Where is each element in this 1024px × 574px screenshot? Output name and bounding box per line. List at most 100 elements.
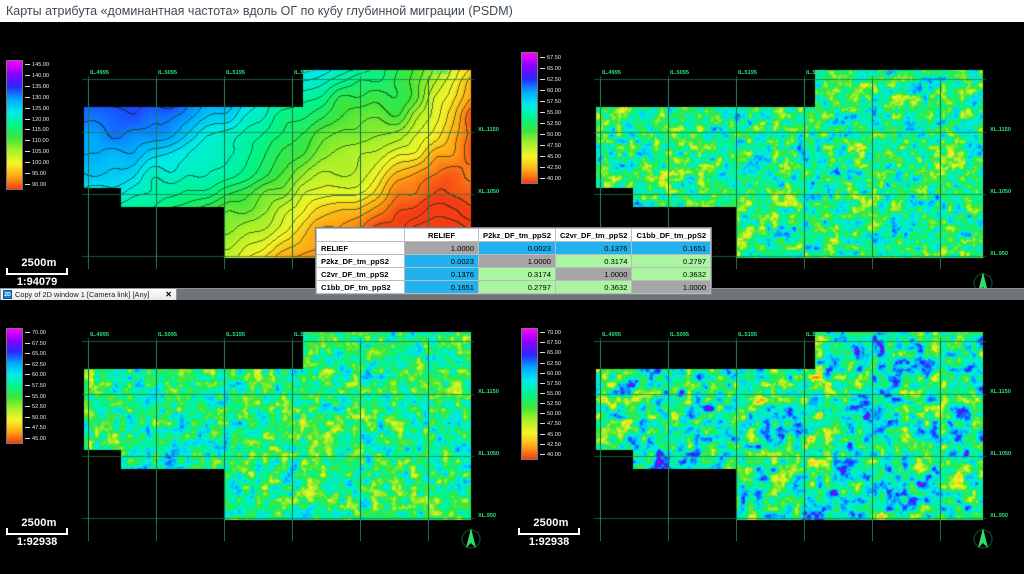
window-title-text: Copy of 2D window 1 [Camera link] [Any] <box>15 290 150 299</box>
colorbar-tick-label: 135.00 <box>25 84 49 90</box>
scalebar-distance: 2500m <box>21 517 57 529</box>
grid-line-vertical <box>360 79 361 269</box>
north-arrow-c2vr <box>460 526 482 557</box>
colorbar-gradient <box>6 60 23 190</box>
north-arrow-icon <box>461 528 481 549</box>
axis-label-inline: IL.5195 <box>226 70 245 76</box>
scalebar-c1bb: 2500m 1:92938 <box>518 517 580 548</box>
colorbar-tick-label: 125.00 <box>25 106 49 112</box>
north-arrow-icon <box>973 272 993 292</box>
colorbar-tick-label: 47.50 <box>540 421 561 427</box>
grid-line-vertical <box>360 341 361 541</box>
table-cell: 1.0000 <box>631 280 712 294</box>
axis-label-inline: IL.5095 <box>670 70 689 76</box>
scalebar-distance: 2500m <box>21 257 57 269</box>
grid-line-vertical <box>736 341 737 541</box>
colorbar-tick-label: 47.50 <box>540 143 561 149</box>
table-row[interactable]: C2vr_DF_tm_ppS2 0.1376 0.3174 1.0000 0.3632 <box>316 267 712 281</box>
map-panel-c2vr[interactable]: Карта вдоль ОГ C2vr(100ms) 70.0067.5065.… <box>0 300 512 574</box>
colorbar-tick-label: 70.00 <box>540 330 561 336</box>
grid-line-vertical <box>668 79 669 269</box>
map-panel-c1bb[interactable]: Карта вдоль ОГ C1bb(100ms) 70.0067.5065.… <box>512 300 1024 574</box>
table-cell: 0.0023 <box>404 254 479 268</box>
colorbar-tick-label: 65.00 <box>540 350 561 356</box>
axis-label-inline: IL.5495 <box>942 332 961 338</box>
axis-label-crossline: XL.1050 <box>478 451 500 457</box>
colorbar-tick-label: 62.50 <box>25 362 46 368</box>
axis-label-inline: IL.5295 <box>806 70 825 76</box>
correlation-matrix-table[interactable]: RELIEF P2kz_DF_tm_ppS2 C2vr_DF_tm_ppS2 C… <box>316 228 712 294</box>
grid-line-vertical <box>156 79 157 269</box>
colorbar-tick-label: 100.00 <box>25 160 49 166</box>
table-row-label: C2vr_DF_tm_ppS2 <box>316 267 405 281</box>
colorbar-gradient <box>6 328 23 444</box>
window-icon-2d: 2D <box>3 290 12 299</box>
table-row[interactable]: C1bb_DF_tm_ppS2 0.1651 0.2797 0.3632 1.0000 <box>316 280 712 294</box>
table-row-label: P2kz_DF_tm_ppS2 <box>316 254 405 268</box>
table-row[interactable]: P2kz_DF_tm_ppS2 0.0023 1.0000 0.3174 0.2797 <box>316 254 712 268</box>
map-panel-relief[interactable]: Карта рельефа дневной поверхности 145.00… <box>0 22 512 292</box>
colorbar-tick-label: 52.50 <box>540 121 561 127</box>
axis-label-crossline: XL.1050 <box>990 451 1012 457</box>
north-arrow-icon <box>973 528 993 549</box>
axis-label-crossline: XL.950 <box>990 513 1009 519</box>
grid-line-vertical <box>668 341 669 541</box>
colorbar-tick-label: 57.50 <box>540 381 561 387</box>
axis-label-crossline: XL.1150 <box>990 389 1011 395</box>
colorbar-ticks: 67.50 65.00 62.50 60.00 57.50 55.00 52.50 50.00… <box>540 52 574 184</box>
colorbar-tick-label: 67.50 <box>25 341 46 347</box>
colorbar-tick-label: 52.50 <box>540 401 561 407</box>
table-header-p2kz: P2kz_DF_tm_ppS2 <box>478 228 556 242</box>
colorbar-tick-label: 120.00 <box>25 117 49 123</box>
table-header-corner <box>316 228 405 242</box>
table-cell: 0.3632 <box>631 267 712 281</box>
grid-line-vertical <box>156 341 157 541</box>
colorbar-tick-label: 55.00 <box>540 110 561 116</box>
colorbar-tick-label: 140.00 <box>25 73 49 79</box>
colorbar-tick-label: 60.00 <box>540 371 561 377</box>
table-cell: 0.2797 <box>478 280 556 294</box>
table-cell: 0.2797 <box>631 254 712 268</box>
colorbar-c1bb: 70.00 67.50 65.00 62.50 60.00 57.50 55.00 52.50… <box>521 328 574 460</box>
table-cell: 0.1376 <box>404 267 479 281</box>
colorbar-tick-label: 115.00 <box>25 127 49 133</box>
axis-label-inline: IL.5095 <box>158 70 177 76</box>
table-cell: 0.1651 <box>631 241 712 255</box>
axis-label-inline: IL.5195 <box>738 70 757 76</box>
table-cell: 1.0000 <box>554 267 633 281</box>
close-icon[interactable]: ✕ <box>165 290 172 299</box>
axis-label-inline: IL.4995 <box>90 332 109 338</box>
scalebar-ratio: 1:92938 <box>16 536 58 548</box>
axis-label-inline: IL.4995 <box>602 332 621 338</box>
grid-line-vertical <box>292 79 293 269</box>
colorbar-ticks: 70.00 67.50 65.00 62.50 60.00 57.50 55.00 52.50… <box>540 328 574 460</box>
table-row[interactable]: RELIEF 1.0000 0.0023 0.1376 0.1651 <box>316 241 712 255</box>
colorbar-tick-label: 105.00 <box>25 149 49 155</box>
axis-label-inline: IL.5395 <box>362 70 381 76</box>
colorbar-tick-label: 70.00 <box>25 330 46 336</box>
colorbar-tick-label: 47.50 <box>25 425 46 431</box>
colorbar-tick-label: 130.00 <box>25 95 49 101</box>
colorbar-ticks: 70.00 67.50 65.00 62.50 60.00 57.50 55.00 52.50… <box>25 328 59 444</box>
axis-label-inline: IL.5395 <box>874 332 893 338</box>
grid-line-vertical <box>804 341 805 541</box>
page-title: Карты атрибута «доминантная частота» вдо… <box>0 0 1024 22</box>
axis-label-crossline: XL.1150 <box>478 127 499 133</box>
map-canvas-c1bb[interactable] <box>512 300 1024 574</box>
colorbar-relief: 145.00 140.00 135.00 130.00 125.00 120.00 115.… <box>6 60 59 190</box>
colorbar-tick-label: 40.00 <box>540 176 561 182</box>
table-row-label: RELIEF <box>316 241 405 255</box>
grid-line-vertical <box>428 79 429 269</box>
axis-label-inline: IL.5195 <box>226 332 245 338</box>
map-canvas-c2vr[interactable] <box>0 300 512 574</box>
table-header-c2vr: C2vr_DF_tm_ppS2 <box>554 228 633 242</box>
axis-label-inline: IL.4995 <box>90 70 109 76</box>
colorbar-gradient <box>521 328 538 460</box>
scalebar-bar: 2500m <box>518 517 580 535</box>
colorbar-tick-label: 55.00 <box>25 394 46 400</box>
table-cell: 1.0000 <box>404 241 479 255</box>
table-header-row: RELIEF P2kz_DF_tm_ppS2 C2vr_DF_tm_ppS2 C… <box>316 228 712 242</box>
north-arrow-p2kz <box>972 270 994 292</box>
table-row-label: C1bb_DF_tm_ppS2 <box>316 280 405 294</box>
